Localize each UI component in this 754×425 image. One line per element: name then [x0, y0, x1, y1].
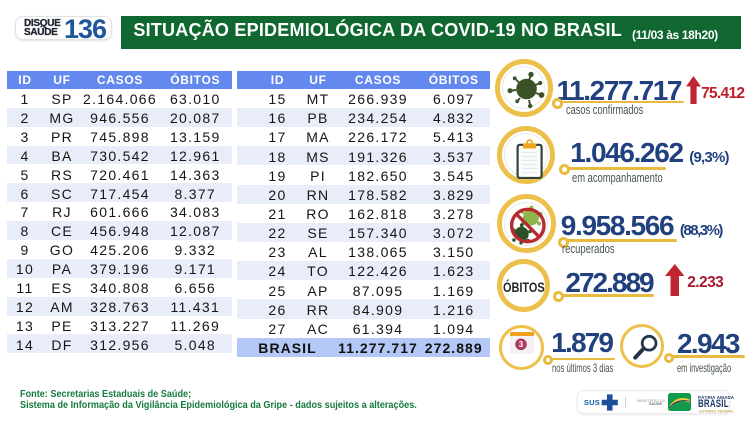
svg-text:3: 3 [519, 340, 524, 349]
